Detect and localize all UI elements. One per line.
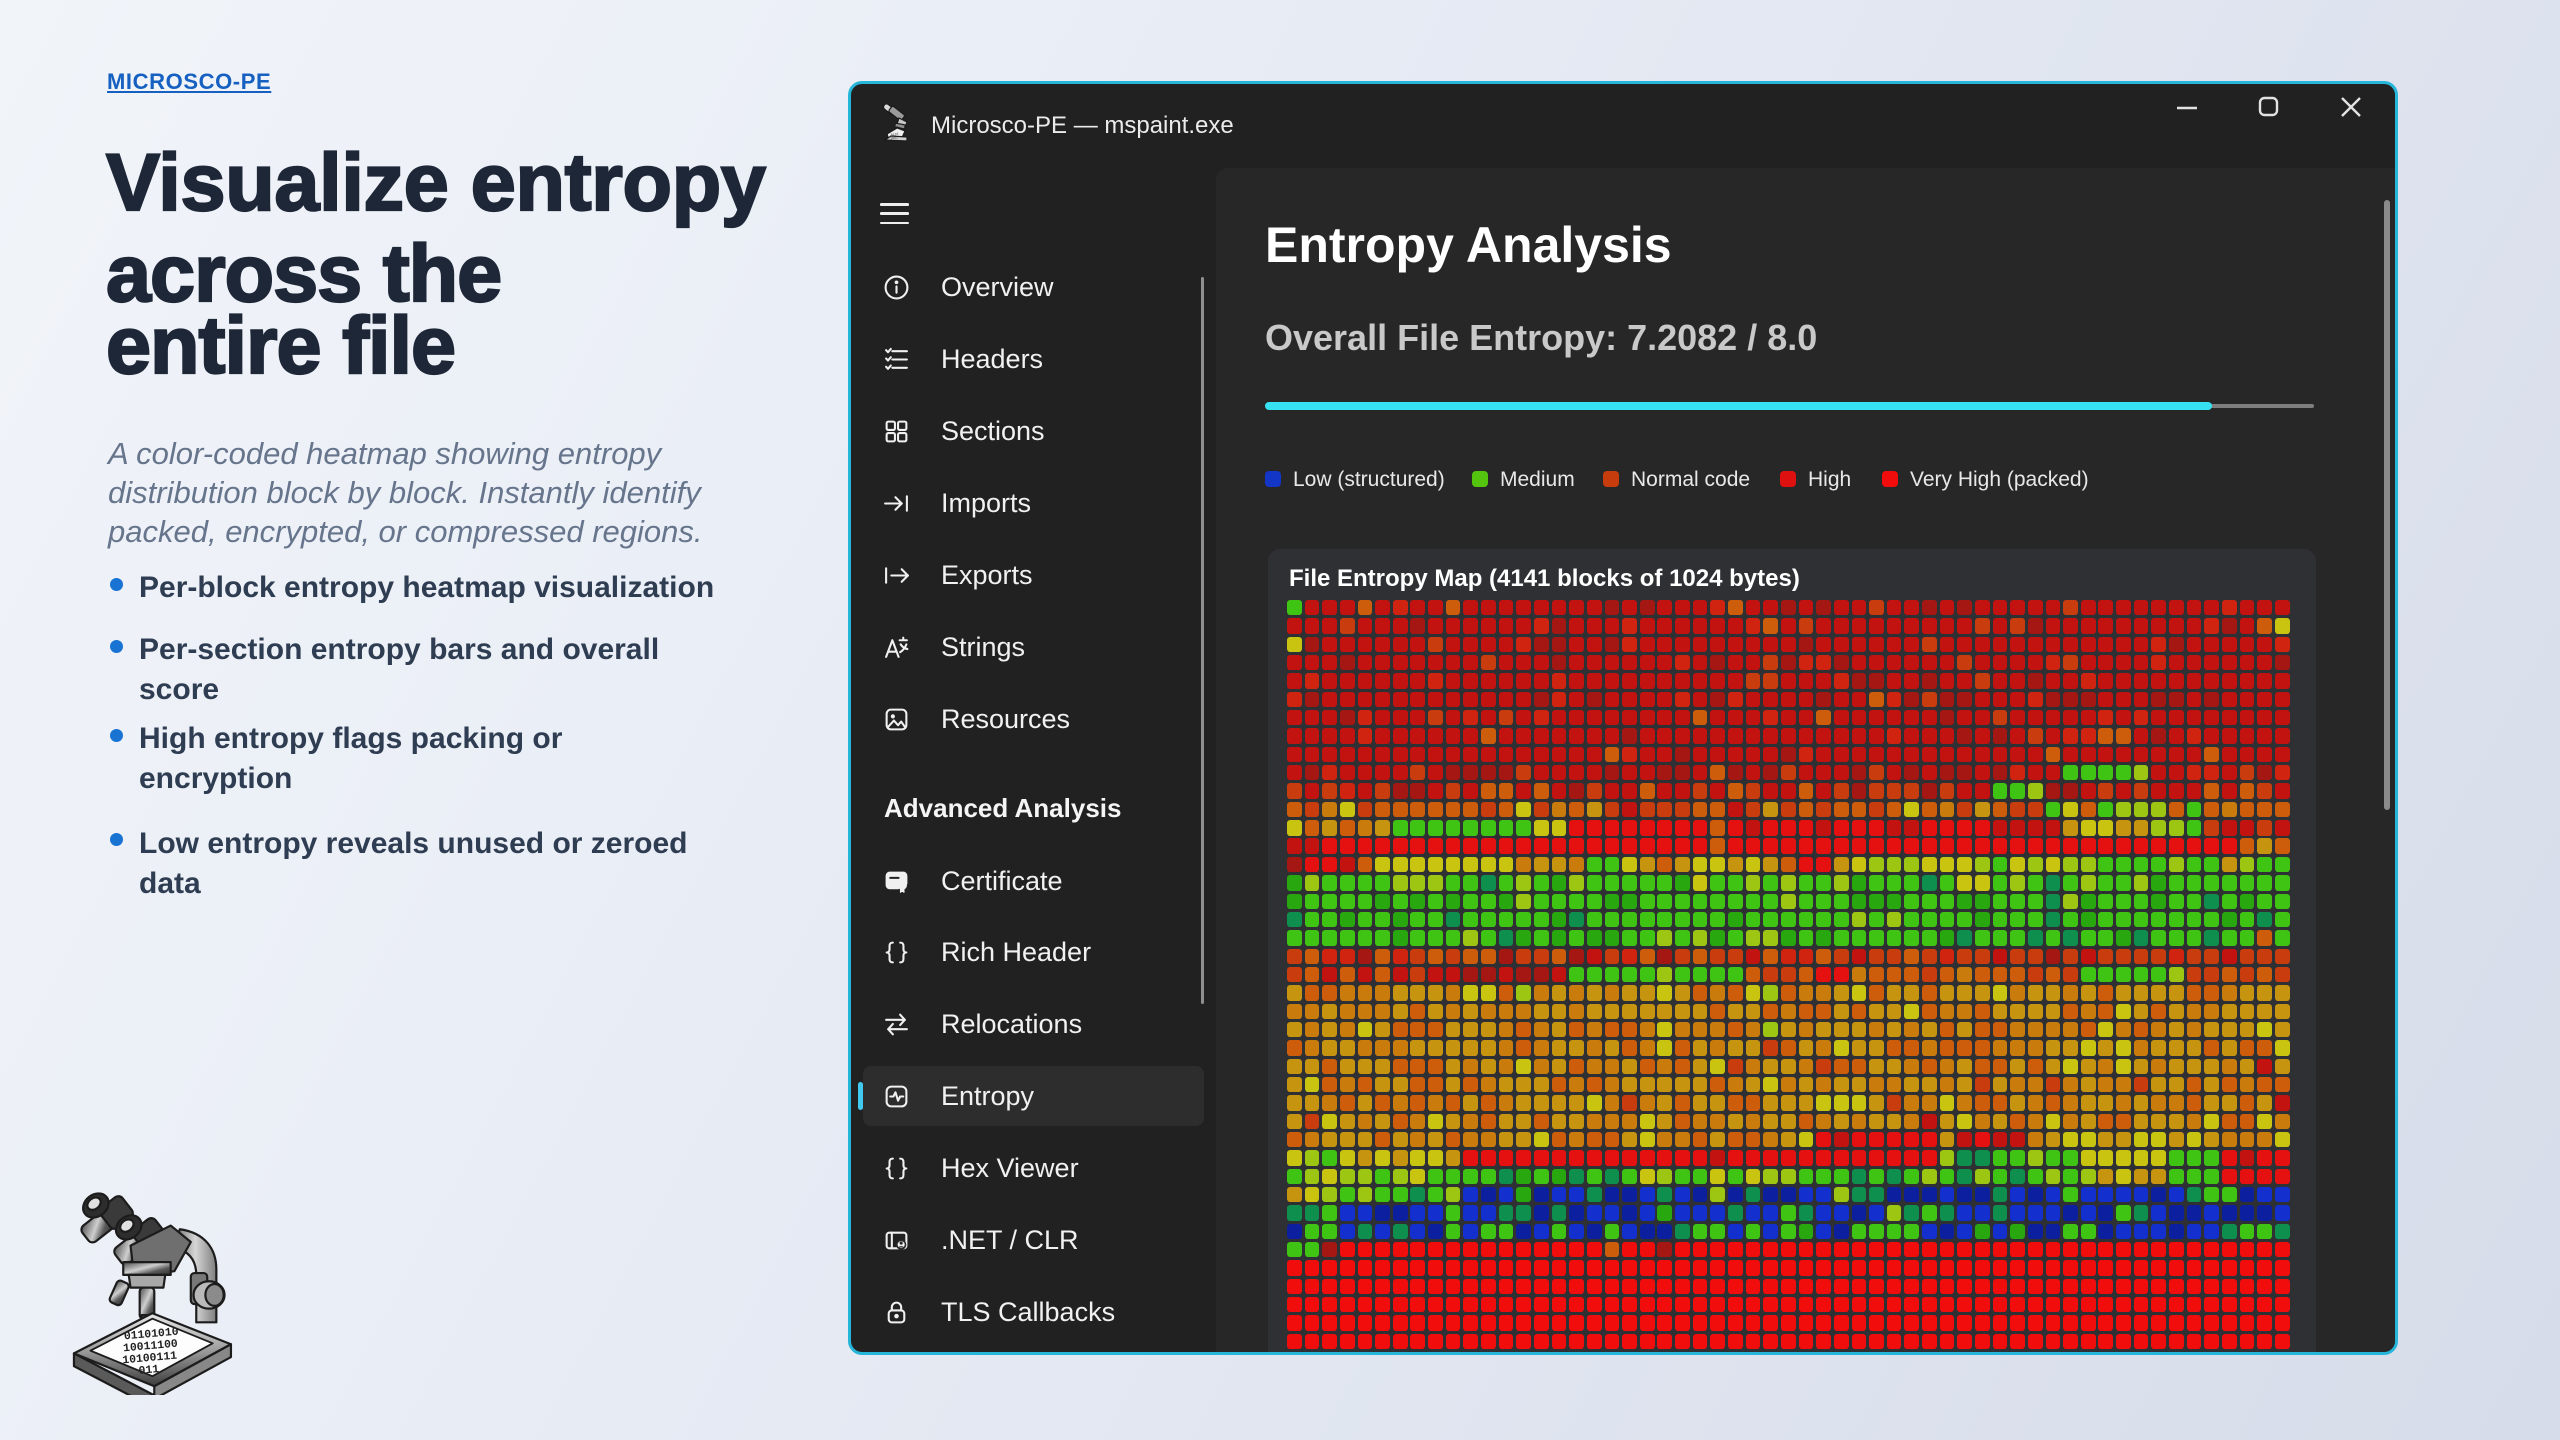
- svg-text:01101010: 01101010: [124, 1327, 180, 1344]
- svg-text:1001: 1001: [890, 135, 898, 140]
- svg-text:10011100: 10011100: [123, 1339, 179, 1356]
- svg-text:10100111: 10100111: [122, 1351, 178, 1368]
- svg-text:011: 011: [138, 1364, 160, 1378]
- svg-text:0110: 0110: [891, 132, 899, 137]
